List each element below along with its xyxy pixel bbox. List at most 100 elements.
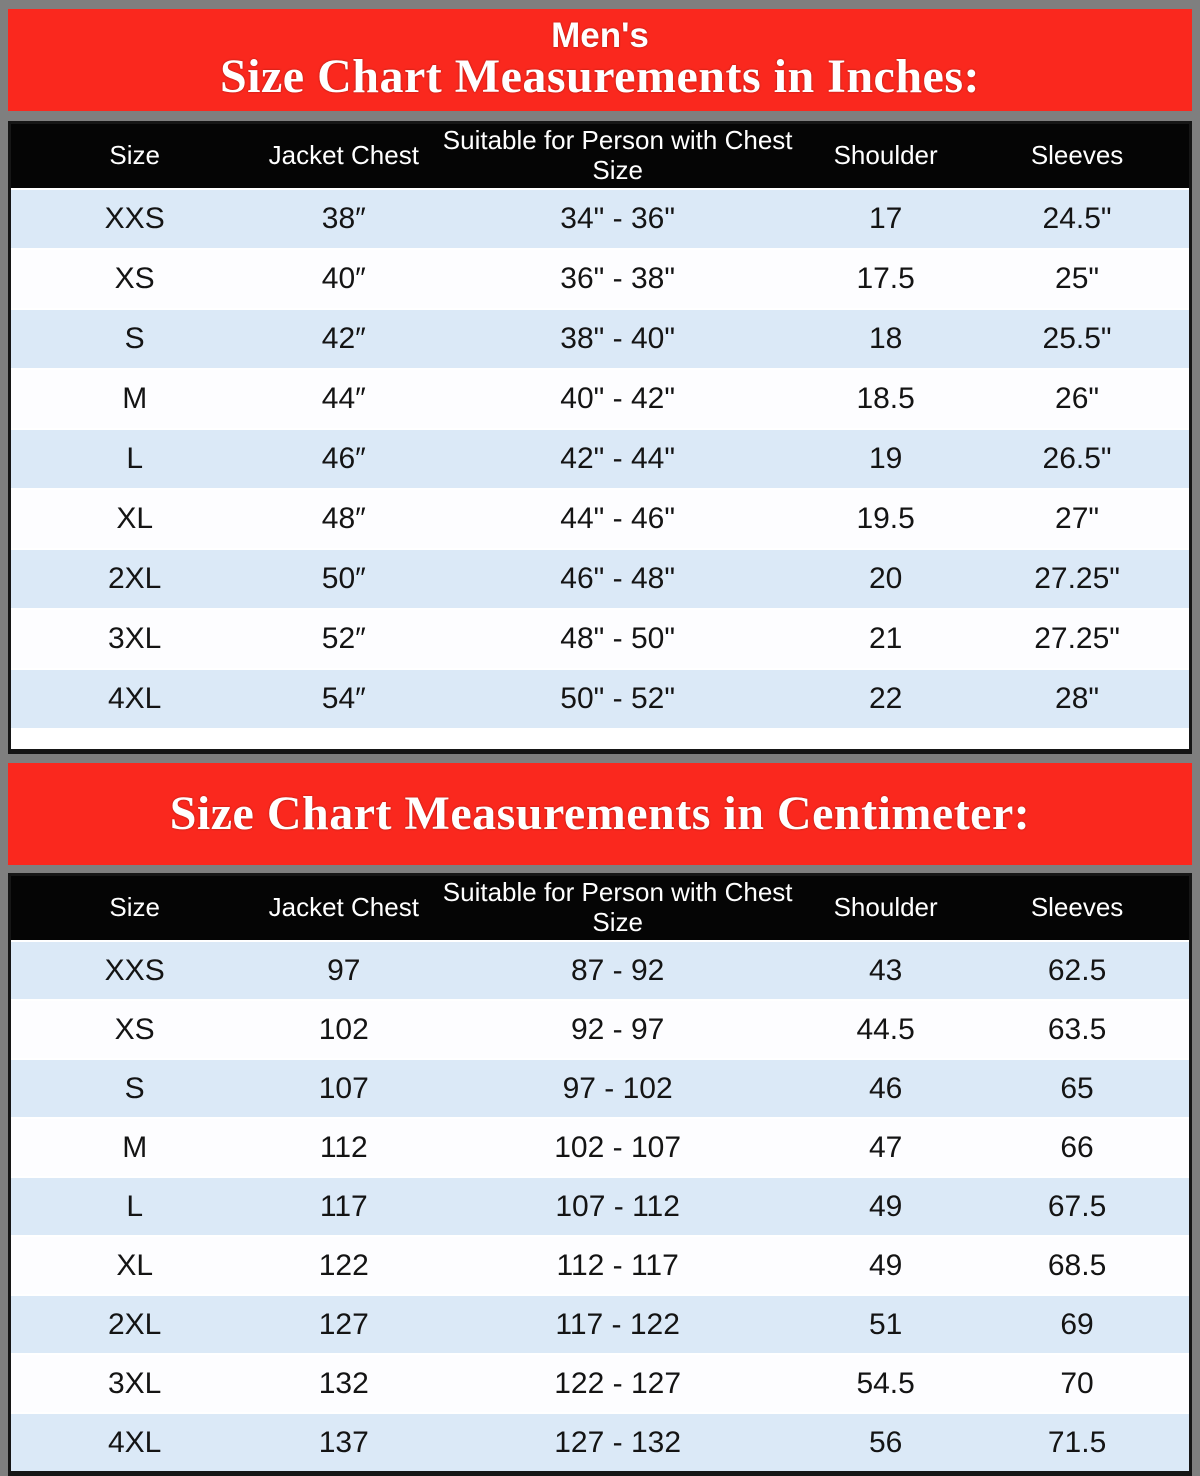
- table-row: M 112 102 - 107 47 66: [11, 1118, 1189, 1177]
- table-cell: XL: [116, 1248, 154, 1282]
- table-cell: M: [122, 1130, 148, 1164]
- table-cell: 102 - 107: [554, 1130, 682, 1164]
- table-cell: XS: [114, 1012, 155, 1046]
- table-cell: 66: [1060, 1130, 1094, 1164]
- table-cell: XL: [116, 502, 154, 535]
- table-cell: 87 - 92: [570, 953, 665, 987]
- table-cell: 56: [868, 1425, 903, 1459]
- table-cell: 42" - 44": [560, 442, 675, 475]
- table-cell: 54.5: [856, 1366, 915, 1400]
- table-cell: 27": [1055, 502, 1100, 535]
- inches-table-container: Size Jacket Chest Suitable for Person with…: [8, 121, 1192, 754]
- table-cell: 132: [318, 1366, 369, 1400]
- table-cell: 127 - 132: [554, 1425, 682, 1459]
- table-row: 2XL 50″ 46" - 48" 20 27.25": [11, 549, 1189, 609]
- column-header: Suitable for Person with Chest Size: [429, 876, 807, 941]
- table-cell: 97 - 102: [562, 1071, 673, 1105]
- table-cell: 68.5: [1047, 1248, 1107, 1282]
- table-row: XS 102 92 - 97 44.5 63.5: [11, 1000, 1189, 1059]
- table-cell: S: [124, 322, 145, 355]
- inches-banner-title: Size Chart Measurements in Inches:: [219, 49, 981, 103]
- table-cell: 117 - 122: [555, 1307, 680, 1341]
- table-cell: XXS: [104, 202, 165, 235]
- table-cell: XS: [114, 262, 155, 295]
- table-cell: 26": [1055, 382, 1100, 415]
- table-cell: 40″: [321, 262, 366, 295]
- table-row: XXS 97 87 - 92 43 62.5: [11, 941, 1189, 1000]
- centimeter-size-table: Size Jacket Chest Suitable for Person with…: [11, 876, 1189, 1471]
- table-cell: 27.25": [1034, 562, 1120, 595]
- table-cell: 38″: [321, 202, 366, 235]
- table-cell: 44.5: [856, 1012, 915, 1046]
- table-cell: 62.5: [1047, 953, 1107, 987]
- table-header-row: Size Jacket Chest Suitable for Person with…: [11, 876, 1189, 941]
- table-row: 3XL 52″ 48" - 50" 21 27.25": [11, 609, 1189, 669]
- table-cell: 137: [318, 1425, 369, 1459]
- table-row: S 107 97 - 102 46 65: [11, 1059, 1189, 1118]
- table-cell: 49: [868, 1189, 903, 1223]
- table-cell: 71.5: [1047, 1425, 1107, 1459]
- centimeter-banner-title: Size Chart Measurements in Centimeter:: [169, 787, 1031, 840]
- table-cell: 18.5: [856, 382, 915, 415]
- table-cell: 65: [1060, 1071, 1094, 1105]
- table-row: S 42″ 38" - 40" 18 25.5": [11, 309, 1189, 369]
- table-cell: 24.5": [1042, 202, 1112, 235]
- column-header: Shoulder: [806, 124, 966, 189]
- table-cell: 117: [319, 1189, 368, 1223]
- table-cell: 42″: [321, 322, 366, 355]
- table-cell: 3XL: [107, 1366, 162, 1400]
- table-cell: 70: [1060, 1366, 1094, 1400]
- table-cell: 27.25": [1034, 622, 1120, 655]
- table-cell: S: [124, 1071, 145, 1105]
- table-cell: 38" - 40": [560, 322, 675, 355]
- table-cell: 36" - 38": [560, 262, 675, 295]
- table-header-row: Size Jacket Chest Suitable for Person with…: [11, 124, 1189, 189]
- centimeter-table-body: XXS 97 87 - 92 43 62.5 XS 102 92 - 97 44.5 63.5 S 1…: [11, 941, 1189, 1471]
- table-cell: 92 - 97: [570, 1012, 665, 1046]
- table-cell: 49: [868, 1248, 903, 1282]
- table-footer-strip: [11, 728, 1189, 749]
- table-cell: 46: [868, 1071, 903, 1105]
- table-cell: 122: [318, 1248, 369, 1282]
- table-cell: 112: [319, 1130, 368, 1164]
- table-cell: 4XL: [107, 1425, 162, 1459]
- column-header: Jacket Chest: [258, 124, 430, 189]
- table-row: L 46″ 42" - 44" 19 26.5": [11, 429, 1189, 489]
- table-cell: 51: [868, 1307, 903, 1341]
- table-row: L 117 107 - 112 49 67.5: [11, 1177, 1189, 1236]
- table-cell: 46" - 48": [560, 562, 675, 595]
- table-cell: 69: [1060, 1307, 1094, 1341]
- table-cell: 3XL: [107, 622, 162, 655]
- table-cell: 122 - 127: [554, 1366, 682, 1400]
- table-cell: L: [126, 1189, 144, 1223]
- table-cell: 21: [868, 622, 903, 655]
- column-header: Jacket Chest: [258, 876, 430, 941]
- table-cell: 17: [868, 202, 903, 235]
- column-header: Sleeves: [965, 876, 1189, 941]
- table-cell: 19: [868, 442, 903, 475]
- table-cell: 20: [868, 562, 903, 595]
- table-cell: 22: [868, 682, 903, 715]
- table-row: XS 40″ 36" - 38" 17.5 25": [11, 249, 1189, 309]
- centimeter-banner: Size Chart Measurements in Centimeter:: [8, 763, 1192, 865]
- table-cell: 67.5: [1047, 1189, 1107, 1223]
- table-cell: 17.5: [856, 262, 915, 295]
- centimeter-table-container: Size Jacket Chest Suitable for Person with…: [8, 873, 1192, 1476]
- table-cell: 25.5": [1042, 322, 1112, 355]
- table-row: XXS 38″ 34" - 36" 17 24.5": [11, 189, 1189, 249]
- table-cell: 48" - 50": [560, 622, 675, 655]
- table-cell: 50" - 52": [560, 682, 675, 715]
- table-cell: 44" - 46": [560, 502, 675, 535]
- inches-table-head: Size Jacket Chest Suitable for Person with…: [11, 124, 1189, 189]
- table-cell: 18: [868, 322, 903, 355]
- table-cell: L: [126, 442, 144, 475]
- table-row: 4XL 54″ 50" - 52" 22 28": [11, 669, 1189, 728]
- table-cell: 52″: [321, 622, 366, 655]
- table-cell: 40" - 42": [560, 382, 675, 415]
- table-row: 3XL 132 122 - 127 54.5 70: [11, 1354, 1189, 1413]
- table-row: 4XL 137 127 - 132 56 71.5: [11, 1413, 1189, 1471]
- table-cell: 112 - 117: [556, 1248, 679, 1282]
- inches-table-body: XXS 38″ 34" - 36" 17 24.5" XS 40″ 36" - 38" 17.5…: [11, 189, 1189, 728]
- table-cell: 54″: [321, 682, 366, 715]
- table-cell: 25": [1055, 262, 1100, 295]
